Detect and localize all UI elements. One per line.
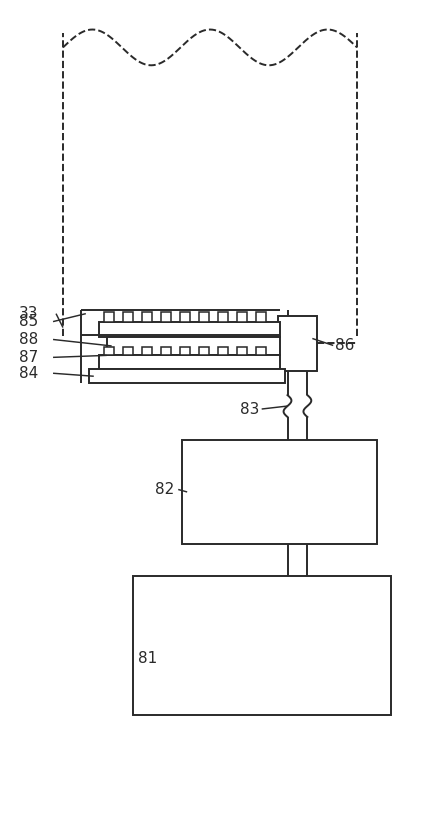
Bar [198, 312, 209, 322]
Bar [256, 347, 266, 356]
Text: 86: 86 [335, 338, 354, 353]
Text: 87: 87 [19, 350, 39, 365]
Bar [180, 347, 190, 356]
Text: 33: 33 [19, 306, 39, 321]
Bar [256, 312, 266, 322]
Bar [218, 312, 228, 322]
Bar [180, 312, 190, 322]
Text: 81: 81 [139, 651, 158, 666]
Bar [104, 312, 114, 322]
Bar [161, 347, 171, 356]
Bar [182, 440, 377, 544]
Bar [142, 347, 152, 356]
Bar [107, 337, 279, 356]
Bar [104, 347, 114, 356]
Bar [89, 370, 285, 383]
Bar [218, 347, 228, 356]
Bar [142, 312, 152, 322]
Text: 88: 88 [19, 332, 39, 347]
Bar [123, 312, 133, 322]
Text: 82: 82 [155, 482, 175, 497]
Bar [237, 347, 247, 356]
Bar [237, 312, 247, 322]
Bar [161, 312, 171, 322]
Bar [133, 576, 391, 715]
Bar [99, 356, 279, 370]
Text: 85: 85 [19, 314, 39, 329]
Text: 84: 84 [19, 365, 39, 381]
Text: 83: 83 [240, 402, 259, 417]
Bar [198, 347, 209, 356]
Bar [123, 347, 133, 356]
Bar [278, 316, 317, 371]
Bar [99, 322, 279, 337]
